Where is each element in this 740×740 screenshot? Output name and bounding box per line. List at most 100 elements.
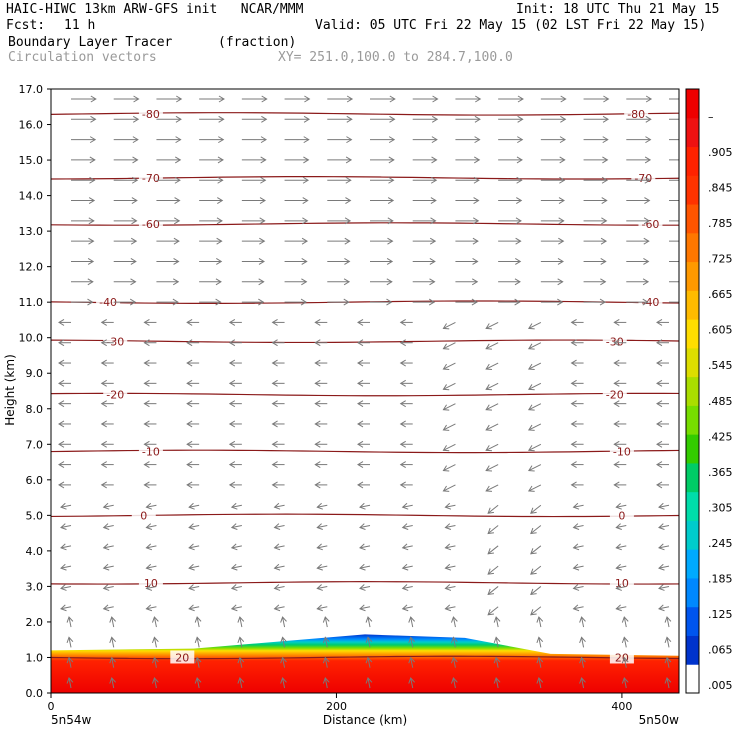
colorbar-label: .845 bbox=[708, 182, 733, 195]
colorbar-swatch bbox=[686, 89, 699, 119]
vector-shaft bbox=[485, 484, 499, 492]
vector-head bbox=[600, 278, 607, 286]
vector-head bbox=[60, 502, 67, 510]
vector-head bbox=[100, 318, 107, 326]
vector-head bbox=[344, 237, 351, 245]
vector-head bbox=[344, 217, 352, 225]
vector-head bbox=[442, 343, 450, 350]
field-units: (fraction) bbox=[218, 35, 297, 50]
vector-shaft bbox=[410, 657, 414, 668]
vector-shaft bbox=[530, 525, 542, 534]
isotherm-line bbox=[51, 300, 679, 304]
vector-shaft bbox=[231, 585, 242, 589]
vector-head bbox=[186, 379, 193, 387]
vector-head bbox=[188, 543, 195, 551]
y-tick-label: 11.0 bbox=[19, 296, 44, 309]
vector-head bbox=[322, 636, 330, 644]
vector-shaft bbox=[530, 586, 542, 595]
vector-head bbox=[217, 156, 224, 164]
vector-shaft bbox=[485, 403, 499, 411]
vector-head bbox=[600, 258, 607, 265]
vector-head bbox=[346, 136, 353, 144]
vector-head bbox=[527, 424, 535, 431]
vector-shaft bbox=[239, 616, 243, 628]
vector-shaft bbox=[616, 545, 627, 549]
vector-head bbox=[259, 197, 266, 204]
vector-head bbox=[530, 527, 537, 535]
colorbar-label: .245 bbox=[708, 537, 733, 550]
colorbar-swatch bbox=[686, 520, 699, 550]
isotherm-label-bg bbox=[103, 334, 128, 348]
isotherm-label-bg bbox=[609, 575, 634, 589]
vector-shaft bbox=[111, 637, 115, 648]
vector-head bbox=[442, 363, 450, 370]
vector-head bbox=[442, 404, 450, 411]
vector-head bbox=[273, 604, 281, 612]
vector-head bbox=[186, 339, 193, 347]
vector-shaft bbox=[153, 637, 157, 648]
vector-head bbox=[280, 677, 287, 684]
vector-head bbox=[658, 604, 665, 612]
colorbar-swatch bbox=[686, 175, 699, 205]
vector-head bbox=[570, 481, 577, 489]
vector-head bbox=[143, 359, 150, 367]
vector-head bbox=[143, 440, 150, 448]
vector-head bbox=[386, 258, 394, 265]
isotherm-label-bg bbox=[138, 106, 163, 120]
vector-head bbox=[300, 298, 308, 306]
vector-head bbox=[450, 616, 458, 623]
vector-shaft bbox=[616, 525, 627, 529]
vector-head bbox=[87, 298, 94, 306]
vector-head bbox=[487, 588, 494, 596]
vector-shaft bbox=[324, 637, 328, 648]
vector-shaft bbox=[666, 657, 670, 668]
vector-shaft bbox=[443, 321, 456, 329]
vector-head bbox=[621, 616, 629, 623]
isotherm-label: 20 bbox=[615, 651, 629, 664]
vector-head bbox=[515, 258, 522, 265]
vector-head bbox=[357, 420, 364, 428]
vector-shaft bbox=[485, 321, 499, 329]
vector-head bbox=[314, 318, 321, 326]
vector-head bbox=[401, 604, 409, 612]
vector-head bbox=[316, 502, 323, 510]
vector-head bbox=[230, 523, 238, 530]
isotherm-label-bg bbox=[131, 508, 156, 522]
vector-head bbox=[130, 258, 137, 265]
vector-shaft bbox=[60, 565, 72, 569]
x-tick-label: 400 bbox=[611, 700, 632, 713]
vector-head bbox=[386, 298, 393, 306]
vector-shaft bbox=[528, 464, 542, 472]
vector-head bbox=[643, 258, 650, 265]
vector-shaft bbox=[274, 504, 285, 508]
vector-shaft bbox=[528, 362, 542, 370]
vector-head bbox=[58, 379, 65, 387]
vector-shaft bbox=[445, 525, 456, 529]
vector-head bbox=[174, 156, 182, 164]
colorbar-swatch bbox=[686, 376, 699, 406]
vector-head bbox=[658, 563, 665, 571]
isotherm-label-bg bbox=[170, 650, 195, 664]
vector-head bbox=[143, 339, 150, 347]
vector-head bbox=[271, 461, 278, 469]
y-tick-label: 3.0 bbox=[26, 580, 44, 593]
vector-head bbox=[613, 420, 620, 428]
vector-head bbox=[188, 584, 195, 591]
vector-head bbox=[642, 298, 649, 306]
vector-head bbox=[314, 461, 321, 469]
vector-head bbox=[66, 677, 74, 684]
x-tick-label: 200 bbox=[326, 700, 347, 713]
vector-head bbox=[58, 461, 65, 469]
vector-head bbox=[431, 136, 438, 144]
vector-shaft bbox=[487, 525, 499, 534]
vector-head bbox=[343, 278, 351, 286]
vector-head bbox=[343, 298, 350, 306]
vector-head bbox=[557, 258, 564, 265]
vector-head bbox=[664, 616, 672, 623]
vector-head bbox=[194, 677, 202, 684]
vector-head bbox=[194, 636, 202, 644]
vector-shaft bbox=[274, 606, 285, 610]
isotherm-label-bg bbox=[609, 444, 634, 458]
vector-head bbox=[387, 217, 394, 225]
vector-shaft bbox=[111, 616, 115, 628]
